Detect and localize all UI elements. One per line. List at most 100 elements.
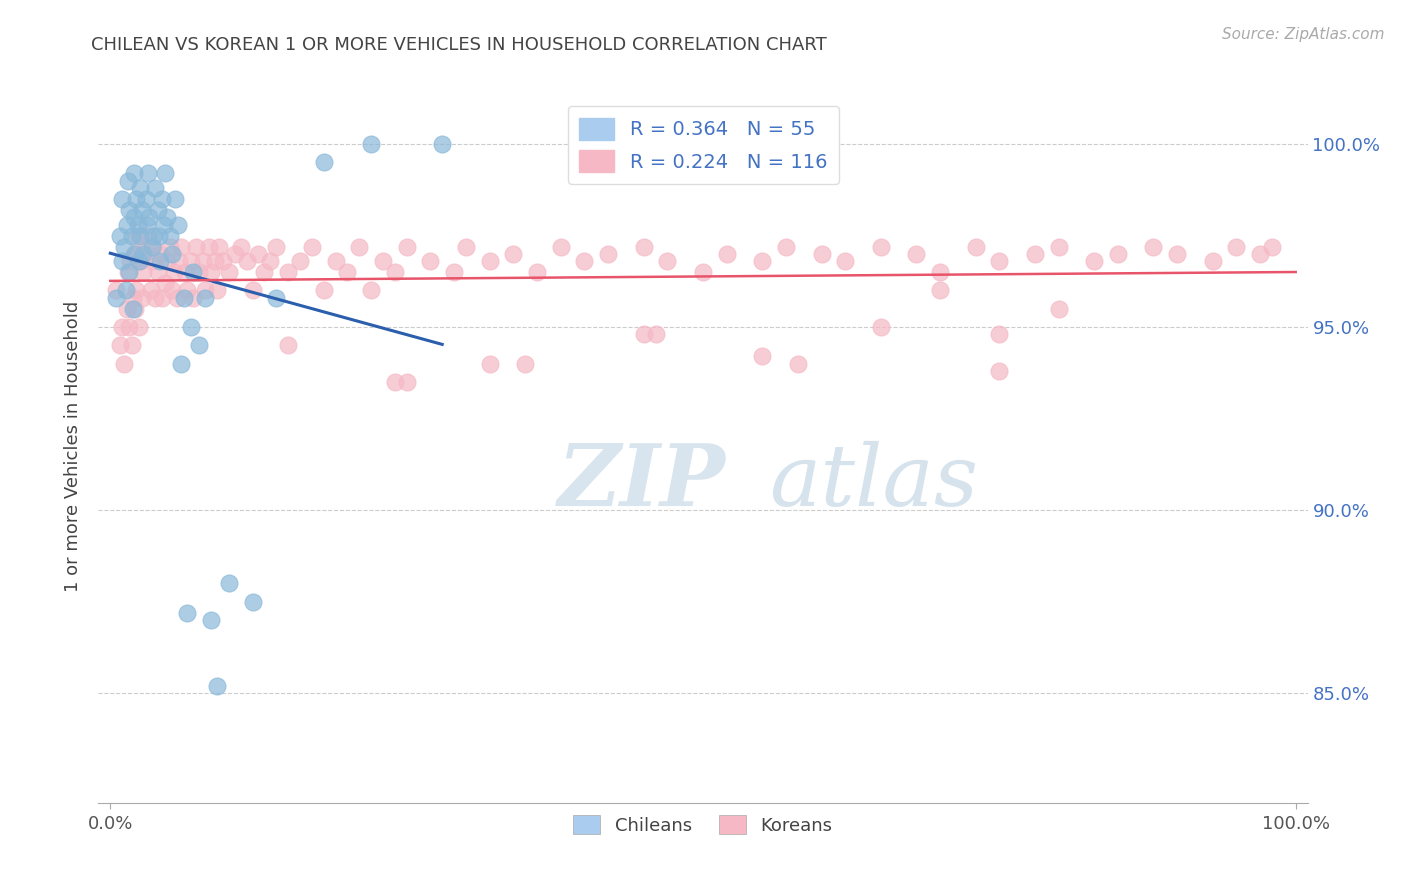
Point: [751, 254, 773, 268]
Point: [810, 247, 832, 261]
Point: [146, 202, 169, 217]
Point: [1024, 247, 1046, 261]
Legend: Chileans, Koreans: Chileans, Koreans: [564, 806, 842, 844]
Point: [138, 211, 160, 225]
Point: [142, 239, 165, 253]
Point: [395, 375, 418, 389]
Point: [384, 265, 406, 279]
Point: [170, 357, 193, 371]
Point: [124, 301, 146, 316]
Point: [515, 357, 537, 371]
Point: [454, 239, 477, 253]
Point: [360, 137, 382, 152]
Point: [121, 301, 143, 316]
Text: Source: ZipAtlas.com: Source: ZipAtlas.com: [1222, 27, 1385, 42]
Point: [988, 364, 1011, 378]
Point: [120, 254, 142, 268]
Point: [395, 239, 418, 253]
Point: [114, 357, 136, 371]
Point: [188, 338, 211, 352]
Point: [259, 254, 281, 268]
Point: [180, 254, 202, 268]
Point: [1261, 239, 1284, 253]
Point: [141, 254, 163, 268]
Point: [118, 320, 141, 334]
Point: [156, 254, 179, 268]
Point: [384, 375, 406, 389]
Point: [1083, 254, 1105, 268]
Point: [1249, 247, 1271, 261]
Point: [129, 228, 152, 243]
Point: [869, 320, 891, 334]
Text: atlas: atlas: [769, 441, 979, 523]
Point: [125, 192, 148, 206]
Point: [160, 284, 183, 298]
Point: [111, 254, 134, 268]
Point: [146, 265, 169, 279]
Point: [135, 192, 157, 206]
Point: [929, 284, 952, 298]
Point: [988, 327, 1011, 342]
Point: [360, 284, 382, 298]
Point: [176, 284, 198, 298]
Point: [136, 228, 159, 243]
Point: [208, 239, 231, 253]
Point: [478, 357, 501, 371]
Point: [114, 284, 136, 298]
Point: [1166, 247, 1188, 261]
Point: [129, 181, 152, 195]
Point: [136, 218, 159, 232]
Point: [153, 166, 176, 180]
Point: [122, 247, 145, 261]
Point: [347, 239, 370, 253]
Point: [132, 265, 155, 279]
Point: [419, 254, 441, 268]
Point: [443, 265, 465, 279]
Y-axis label: 1 or more Vehicles in Household: 1 or more Vehicles in Household: [65, 301, 83, 591]
Point: [633, 327, 655, 342]
Point: [242, 594, 264, 608]
Point: [657, 254, 679, 268]
Point: [114, 239, 136, 253]
Point: [905, 247, 928, 261]
Point: [166, 218, 188, 232]
Point: [105, 291, 128, 305]
Point: [598, 247, 620, 261]
Point: [188, 265, 211, 279]
Point: [277, 265, 299, 279]
Point: [247, 247, 270, 261]
Point: [124, 247, 146, 261]
Point: [174, 265, 197, 279]
Point: [122, 211, 145, 225]
Point: [834, 254, 856, 268]
Point: [775, 239, 797, 253]
Point: [1107, 247, 1129, 261]
Point: [212, 254, 235, 268]
Point: [692, 265, 714, 279]
Point: [301, 239, 323, 253]
Point: [716, 247, 738, 261]
Point: [163, 265, 186, 279]
Point: [131, 202, 153, 217]
Point: [118, 202, 141, 217]
Point: [139, 284, 162, 298]
Point: [325, 254, 347, 268]
Point: [205, 284, 228, 298]
Point: [148, 228, 170, 243]
Point: [108, 228, 131, 243]
Point: [125, 284, 148, 298]
Point: [194, 291, 217, 305]
Point: [117, 174, 139, 188]
Point: [253, 265, 276, 279]
Point: [111, 320, 134, 334]
Point: [194, 284, 217, 298]
Point: [128, 320, 150, 334]
Point: [200, 265, 222, 279]
Point: [312, 155, 335, 169]
Point: [1047, 239, 1070, 253]
Point: [1142, 239, 1164, 253]
Point: [129, 254, 152, 268]
Point: [550, 239, 572, 253]
Point: [153, 276, 176, 290]
Point: [142, 228, 165, 243]
